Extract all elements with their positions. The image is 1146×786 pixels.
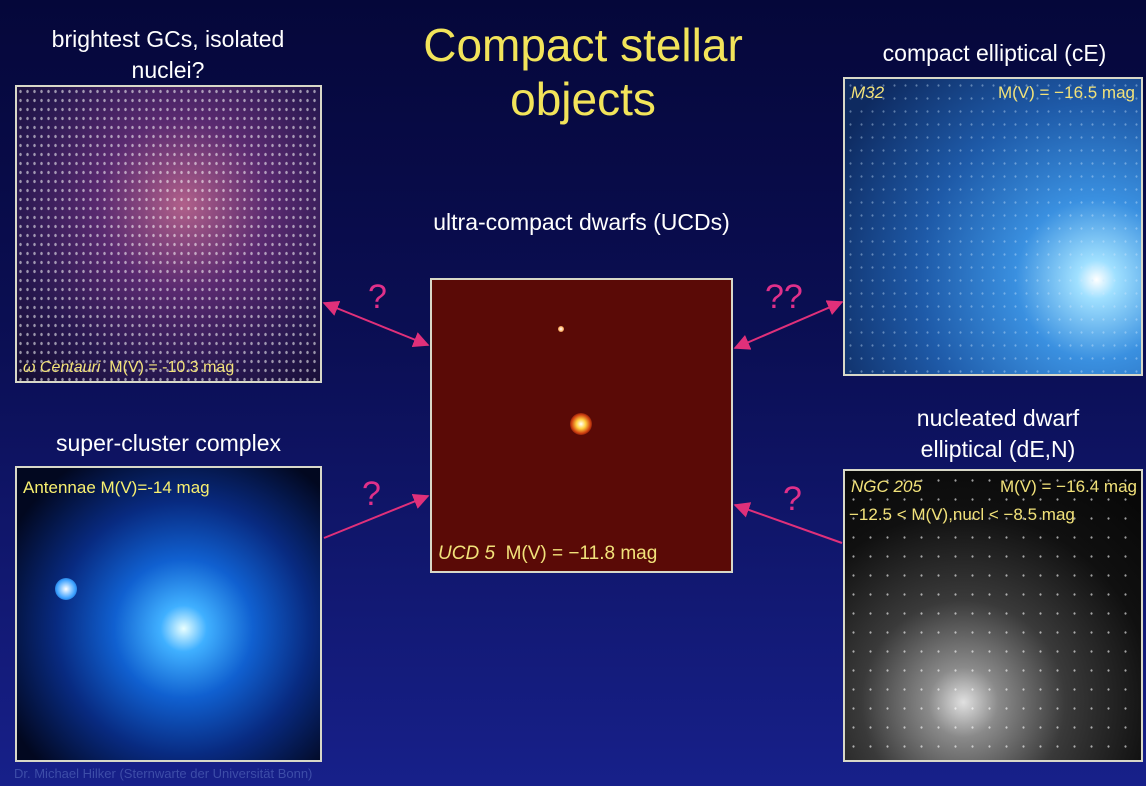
panel-heading: ultra-compact dwarfs (UCDs) [433,209,730,235]
omega-centauri-image: ω Centauri M(V) = -10.3 mag [15,85,322,383]
slide-title: Compact stellar objects [423,19,743,125]
panel-heading: compact elliptical (cE) [882,40,1107,66]
magnitude: M(V) = −16.5 mag [997,83,1135,102]
panel-heading: nucleated dwarf elliptical (dE,N) [916,405,1080,462]
magnitude: M(V) = -10.3 mag [109,359,235,376]
antennae-image: Antennae M(V)=-14 mag [15,466,322,762]
object-name: ω Centauri [23,359,101,376]
object-name: M32 [851,83,885,102]
object-name: NGC 205 [851,477,922,496]
ngc205-image: NGC 205 M(V) = −16.4 mag −12.5 < M(V),nu… [843,469,1143,762]
footer: Dr. Michael Hilker (Sternwarte der Unive… [14,766,313,781]
arrow [733,300,844,350]
question-mark: ? [783,480,802,518]
object-name: UCD 5 [438,543,496,564]
arrow [322,300,430,348]
arrow [323,493,430,539]
question-mark: ?? [765,278,803,316]
question-mark: ? [362,475,381,513]
object-name: Antennae M(V)=-14 mag [23,478,210,497]
panel-heading: super-cluster complex [56,430,281,456]
nucleus-magnitude: −12.5 < M(V),nucl < −8.5 mag [849,505,1075,524]
question-mark: ? [368,278,387,316]
m32-image: M32 M(V) = −16.5 mag [843,77,1143,376]
panel-heading: brightest GCs, isolated nuclei? [51,26,285,83]
ucd5-image: UCD 5 M(V) = −11.8 mag [430,278,733,573]
magnitude: M(V) = −16.4 mag [999,477,1137,496]
arrow [733,502,843,544]
magnitude: M(V) = −11.8 mag [505,543,658,564]
